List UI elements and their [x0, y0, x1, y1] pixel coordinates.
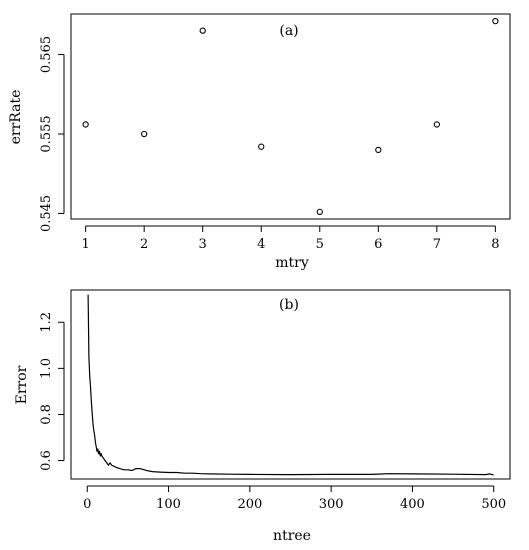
x-tick-label-a: 5: [316, 237, 324, 252]
x-tick-label-a: 2: [140, 237, 148, 252]
y-tick-label-b: 1.2: [39, 312, 54, 333]
data-point: [433, 121, 440, 128]
plot-frame-b: [70, 289, 511, 480]
x-tick-label-b: 0: [83, 497, 91, 512]
x-tick-label-b: 500: [481, 497, 506, 512]
x-axis-title-b: ntree: [273, 528, 311, 544]
x-tick-label-a: 7: [433, 237, 441, 252]
x-tick-label-a: 3: [199, 237, 207, 252]
data-point: [82, 121, 89, 128]
x-axis-title-a: mtry: [275, 255, 309, 271]
y-tick-label-a: 0.545: [39, 195, 54, 232]
y-axis-title-b: Error: [14, 365, 30, 404]
y-tick-label-b: 0.6: [39, 450, 54, 471]
data-point: [141, 130, 148, 138]
x-tick-label-b: 200: [237, 497, 262, 512]
data-points-a: [82, 18, 499, 215]
x-tick-label-a: 4: [257, 237, 265, 252]
x-axis-a: 1 2 3 4 5 6 7 8: [81, 225, 500, 252]
panel-a: (a) mtry errRate 1 2 3 4 5 6 7 8 0.545 0.555 0.56…: [8, 13, 511, 271]
x-tick-label-b: 300: [319, 497, 344, 512]
y-axis-title-a: errRate: [8, 90, 24, 145]
x-tick-label-b: 400: [400, 497, 425, 512]
panel-b: (b) ntree Error 0 100 200 300 400 500 0.6 0.8 1…: [14, 289, 511, 544]
y-axis-a: 0.545 0.555 0.565: [39, 36, 65, 232]
data-point: [375, 146, 382, 154]
y-axis-b: 0.6 0.8 1.0 1.2: [39, 312, 65, 471]
y-tick-label-b: 0.8: [39, 404, 54, 425]
x-axis-b: 0 100 200 300 400 500: [83, 485, 506, 512]
x-tick-label-a: 1: [81, 237, 89, 252]
data-point: [492, 18, 499, 25]
panel-label-b: (b): [279, 297, 299, 313]
data-point: [258, 143, 265, 150]
y-tick-label-b: 1.0: [39, 358, 54, 379]
x-tick-label-a: 8: [491, 237, 499, 252]
y-tick-label-a: 0.565: [39, 36, 54, 73]
plot-frame-a: [70, 13, 511, 220]
y-tick-label-a: 0.555: [39, 115, 54, 152]
panel-label-a: (a): [279, 23, 298, 39]
series-line-b: [87, 294, 494, 476]
x-tick-label-a: 6: [374, 237, 382, 252]
data-point: [199, 27, 206, 34]
error-series-line: [87, 294, 494, 476]
data-point: [316, 208, 323, 215]
x-tick-label-b: 100: [156, 497, 181, 512]
